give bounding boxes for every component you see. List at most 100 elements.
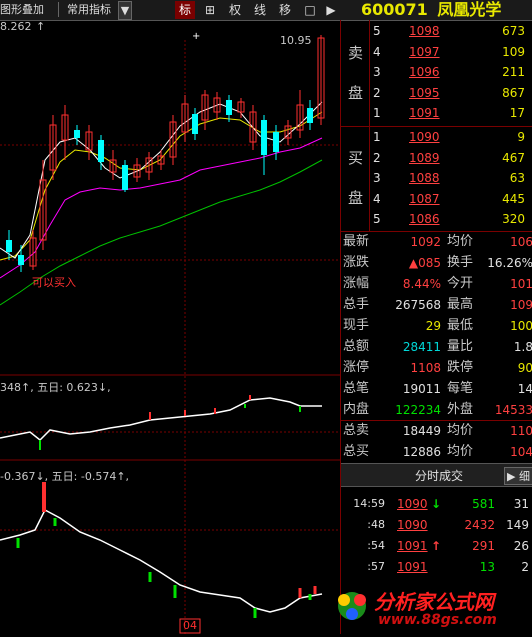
quote-value: 1092 bbox=[410, 235, 441, 249]
candle-bar bbox=[237, 101, 245, 113]
order-price: 1098 bbox=[409, 24, 440, 38]
candle-bar bbox=[98, 140, 104, 162]
high-price-label: 10.95 bbox=[280, 34, 312, 47]
order-row[interactable]: 3 1096 211 bbox=[369, 62, 532, 82]
indicator1-green-bars bbox=[39, 404, 301, 450]
quote-value: 8.44% bbox=[402, 277, 441, 291]
quote-label: 均价 bbox=[447, 444, 474, 459]
candle-bar bbox=[29, 237, 37, 267]
quote-value: ▲085 bbox=[408, 256, 441, 270]
indicator2-small-red-bars bbox=[298, 586, 317, 598]
candle-bar bbox=[85, 131, 93, 151]
order-level: 1 bbox=[373, 130, 381, 144]
tab-move[interactable]: 移 bbox=[278, 3, 291, 17]
indicator2-green-bars bbox=[16, 518, 312, 618]
quote-label: 均价 bbox=[447, 423, 474, 438]
quote-row: 总买 12886 均价 104 bbox=[341, 442, 532, 463]
quote-value: 90 bbox=[517, 361, 532, 375]
order-row[interactable]: 1 1091 17 bbox=[369, 103, 532, 123]
toolbar-divider bbox=[58, 2, 59, 17]
trade-count: 2 bbox=[521, 560, 529, 574]
quote-value: 110 bbox=[510, 424, 532, 438]
order-level: 1 bbox=[373, 106, 381, 121]
candle-bar bbox=[192, 114, 198, 134]
quote-value: 12886 bbox=[402, 445, 441, 459]
order-level: 2 bbox=[373, 150, 381, 165]
trade-price: 1091 bbox=[397, 560, 428, 574]
order-row[interactable]: 5 1098 673 bbox=[369, 21, 532, 41]
order-row[interactable]: 4 1097 109 bbox=[369, 42, 532, 62]
quote-row: 总额 28411 量比 1.8 bbox=[341, 337, 532, 358]
trades-detail-button[interactable]: ▶ 细 bbox=[504, 467, 532, 485]
sell-side-label: 卖 盘 bbox=[341, 20, 370, 126]
quote-value: 122234 bbox=[395, 403, 441, 417]
date-label: 04 bbox=[183, 619, 197, 632]
candle-bar bbox=[284, 125, 292, 139]
quote-label: 总手 bbox=[343, 297, 370, 312]
trade-count: 31 bbox=[513, 497, 529, 511]
order-row[interactable]: 2 1089 467 bbox=[369, 148, 532, 168]
order-volume: 17 bbox=[509, 106, 525, 121]
kline-chart-area[interactable]: 8.262 ↑ 10.95 + 可以买入 348↑, 五日: 0.623↓, -… bbox=[0, 20, 340, 634]
order-volume: 467 bbox=[502, 150, 525, 165]
watermark-logo-icon bbox=[338, 592, 366, 620]
indicator1-red-bars bbox=[149, 395, 251, 420]
order-volume: 445 bbox=[502, 191, 525, 206]
overlay-button[interactable]: 图形叠加 bbox=[0, 3, 44, 16]
play-icon: ▶ bbox=[507, 470, 516, 483]
buy-side-label: 买 盘 bbox=[341, 127, 370, 231]
trade-row: :48 1090 2432 149 bbox=[341, 515, 532, 536]
indicator2-red-bar bbox=[42, 482, 46, 512]
candle-bar bbox=[39, 179, 47, 241]
order-level: 3 bbox=[373, 65, 381, 80]
tab-next-icon[interactable]: ▶ bbox=[326, 3, 336, 17]
candle-bar bbox=[145, 157, 153, 173]
order-row[interactable]: 3 1088 63 bbox=[369, 168, 532, 188]
tab-line[interactable]: 线 bbox=[253, 3, 266, 17]
quote-value: 14533 bbox=[494, 403, 532, 417]
quote-value: 1108 bbox=[410, 361, 441, 375]
quote-value: 109 bbox=[510, 298, 532, 312]
book-divider bbox=[341, 126, 532, 127]
quote-label: 总买 bbox=[343, 444, 370, 459]
quote-value: 1.8 bbox=[513, 340, 532, 354]
indicator2-legend: -0.367↓, 五日: -0.574↑, bbox=[0, 470, 130, 483]
tab-rights[interactable]: 权 bbox=[228, 3, 241, 17]
trade-row: :57 1091 13 2 bbox=[341, 557, 532, 578]
sell-label-1: 卖 bbox=[348, 44, 364, 62]
crosshair-marker-icon: + bbox=[192, 31, 201, 42]
buy-label-1: 买 bbox=[348, 149, 364, 167]
quote-row: 总卖 18449 均价 110 bbox=[341, 421, 532, 442]
trade-time: :48 bbox=[367, 518, 385, 531]
order-price: 1097 bbox=[409, 44, 440, 59]
quote-value: 18449 bbox=[402, 424, 441, 438]
indicator1-legend: 348↑, 五日: 0.623↓, bbox=[0, 381, 111, 394]
order-row[interactable]: 5 1086 320 bbox=[369, 209, 532, 229]
trades-header: 分时成交 ▶ 细 bbox=[341, 463, 532, 487]
candles bbox=[6, 35, 325, 272]
candle-bar bbox=[181, 103, 189, 133]
order-price: 1086 bbox=[409, 212, 440, 227]
order-row[interactable]: 4 1087 445 bbox=[369, 189, 532, 209]
quote-value: 100 bbox=[510, 319, 532, 333]
trade-row: :54 1091 ↑ 291 26 bbox=[341, 536, 532, 557]
left-arrow-icon: ↑ bbox=[36, 20, 46, 33]
tab-window-icon[interactable]: □ bbox=[304, 3, 316, 17]
tab-label[interactable]: 标 bbox=[175, 1, 195, 19]
tab-grid-icon[interactable]: ⊞ bbox=[204, 3, 216, 17]
trade-volume: 13 bbox=[479, 560, 495, 574]
trade-direction-icon: ↑ bbox=[431, 539, 442, 553]
candle-bar bbox=[261, 120, 267, 155]
quote-value: 19011 bbox=[402, 382, 441, 396]
order-volume: 673 bbox=[502, 24, 525, 38]
quote-label: 均价 bbox=[447, 234, 474, 249]
order-price: 1089 bbox=[409, 150, 440, 165]
candle-bar bbox=[122, 165, 128, 190]
trade-price: 1090 bbox=[397, 518, 428, 532]
indicator-button[interactable]: 常用指标 bbox=[67, 3, 111, 16]
order-row[interactable]: 2 1095 867 bbox=[369, 83, 532, 103]
indicator-dropdown-icon[interactable]: ▼ bbox=[118, 1, 132, 20]
order-row[interactable]: 1 1090 9 bbox=[369, 127, 532, 147]
site-watermark: 分析家公式网 www.88gs.com bbox=[330, 582, 532, 634]
candle-bar bbox=[169, 121, 177, 158]
